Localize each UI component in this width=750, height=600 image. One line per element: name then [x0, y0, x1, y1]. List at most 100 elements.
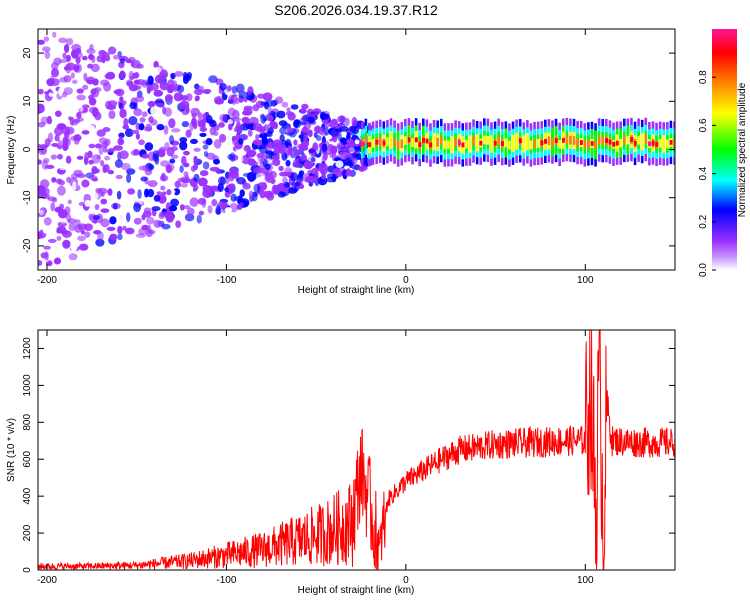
spectral-cell	[307, 116, 315, 124]
spectral-cell	[158, 72, 168, 79]
spectral-cell	[144, 142, 154, 151]
colorbar-tick-label: 0.0	[698, 263, 709, 277]
spectral-band-cell	[411, 138, 414, 147]
spectral-peak-cell	[493, 140, 497, 146]
spectral-band-cell	[583, 140, 587, 150]
spectral-cell	[185, 129, 192, 138]
spectral-cell	[58, 163, 68, 171]
colorbar-ticks: 0.0 0.2 0.4 0.6 0.8	[698, 70, 716, 277]
spectral-cell	[235, 123, 243, 134]
spectral-cell	[65, 37, 74, 46]
spectral-cell	[253, 183, 261, 193]
spectral-cell	[38, 121, 46, 128]
spectral-peak-cell	[633, 141, 637, 146]
spectral-cell	[349, 125, 357, 132]
colorbar-tick-label: 0.2	[698, 214, 709, 228]
spectral-peak-cell	[630, 137, 634, 142]
spectral-cell	[151, 206, 161, 212]
spectral-cell	[77, 235, 86, 242]
spectral-cell	[62, 142, 69, 151]
spectral-band-cell	[465, 139, 468, 149]
spectral-band-cell	[508, 140, 511, 150]
spectral-cell	[43, 187, 50, 196]
spectral-cell	[193, 155, 198, 163]
spectral-cell	[136, 63, 144, 69]
spectral-cell	[100, 218, 110, 228]
spectral-cell	[170, 198, 180, 207]
bottom-y-tick-label: 200	[22, 524, 33, 541]
bottom-x-tick-label: 0	[403, 575, 409, 586]
spectral-cell	[81, 104, 90, 109]
spectral-cell	[239, 189, 245, 198]
spectral-cell	[153, 60, 159, 69]
spectral-cell	[217, 176, 227, 186]
spectral-band-cell	[662, 139, 666, 149]
spectral-cell	[147, 100, 156, 108]
spectral-band-cell	[432, 137, 436, 146]
spectral-cell	[109, 216, 117, 225]
spectral-peak-cell	[425, 138, 429, 144]
spectral-cell	[51, 197, 58, 203]
spectral-cell	[86, 79, 94, 85]
spectral-cell	[181, 121, 190, 128]
bottom-x-axis: -200 -100 0 100	[37, 330, 594, 586]
spectral-cell	[248, 190, 254, 199]
spectral-cell	[54, 134, 60, 142]
spectral-cell	[54, 110, 62, 117]
spectral-peak-cell	[608, 139, 612, 145]
colorbar-label: Normalized spectral amplitude	[737, 82, 748, 217]
spectral-cell	[189, 121, 194, 132]
spectral-cell	[183, 162, 190, 168]
spectral-cell	[62, 52, 67, 60]
spectral-peak-cell	[590, 141, 594, 146]
spectral-cell	[133, 79, 141, 85]
spectral-cell	[173, 188, 181, 196]
spectral-cell	[126, 81, 134, 87]
spectral-cell	[214, 98, 225, 105]
spectral-cell	[141, 111, 148, 117]
spectral-cell	[135, 133, 140, 140]
spectral-cell	[156, 191, 163, 196]
spectral-cell	[143, 126, 153, 132]
spectral-band-cell	[673, 138, 675, 148]
spectral-cell	[227, 183, 235, 190]
spectral-cell	[59, 218, 68, 224]
spectral-cell	[76, 88, 84, 94]
spectral-cell	[101, 54, 106, 64]
spectral-band-cell	[640, 137, 644, 146]
spectral-cell	[262, 158, 268, 168]
spectral-band-cell	[569, 135, 572, 145]
spectral-band-cell	[475, 138, 479, 148]
spectral-cell	[108, 159, 115, 165]
spectral-cell	[56, 153, 63, 160]
spectral-cell	[77, 223, 88, 231]
spectral-cell	[337, 132, 342, 142]
spectral-cell	[122, 225, 127, 231]
spectral-cell	[129, 75, 135, 80]
spectral-cell	[56, 144, 62, 149]
spectral-cell	[183, 150, 190, 156]
spectral-cell	[337, 115, 346, 123]
spectral-peak-cell	[612, 141, 616, 147]
spectral-cell	[342, 169, 348, 180]
spectral-cell	[74, 118, 81, 124]
spectral-band-cell	[526, 137, 529, 147]
spectral-cell	[102, 140, 109, 149]
spectral-cell	[92, 168, 100, 174]
spectral-cell	[168, 205, 178, 212]
spectral-cell	[117, 51, 122, 57]
spectral-cell	[166, 189, 172, 196]
spectral-band-cell	[436, 137, 439, 147]
spectral-cell	[59, 203, 65, 210]
top-x-axis: -200 -100 0 100	[37, 29, 594, 286]
spectral-cell	[100, 198, 108, 205]
spectral-cell	[267, 141, 274, 149]
spectral-cell	[197, 120, 206, 128]
spectral-cell	[61, 91, 68, 98]
spectral-cell	[108, 147, 116, 153]
spectral-cell	[246, 171, 257, 182]
spectral-cell	[109, 233, 118, 241]
spectral-peak-cell	[561, 137, 565, 143]
spectral-cell	[65, 155, 72, 164]
spectral-cell	[197, 85, 205, 93]
